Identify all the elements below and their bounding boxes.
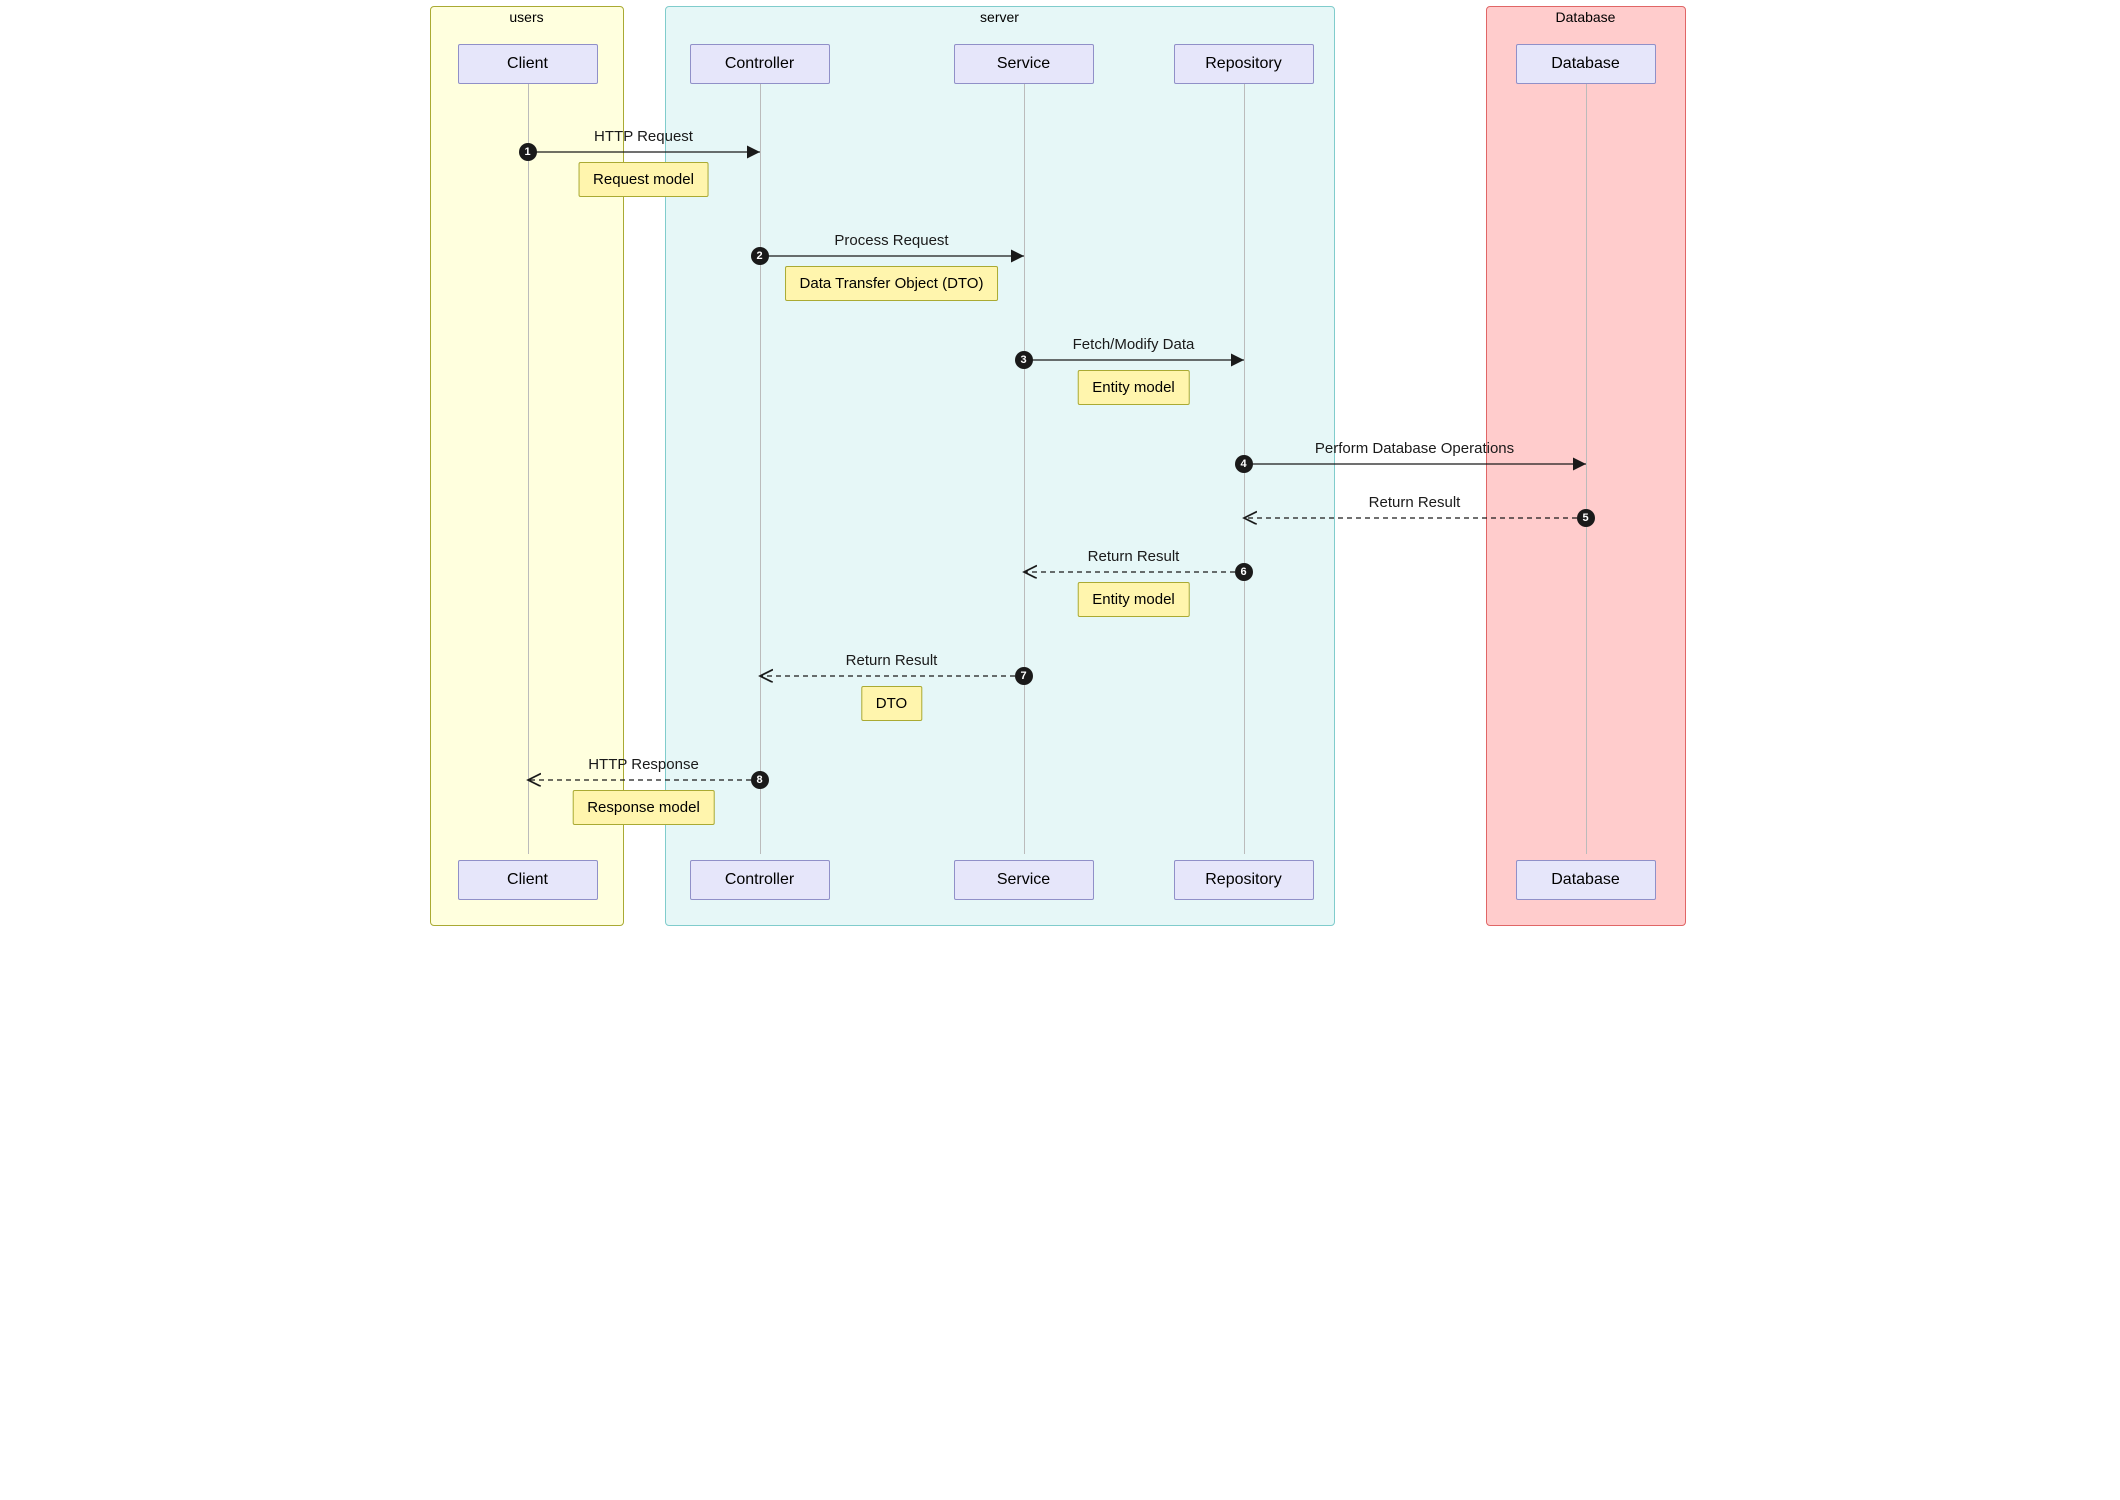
actor-service-top: Service	[954, 44, 1094, 84]
message-label-3: Fetch/Modify Data	[1073, 336, 1195, 353]
actor-controller-top: Controller	[690, 44, 830, 84]
lifeline-service	[1024, 84, 1025, 854]
seq-number-5: 5	[1577, 509, 1595, 527]
swimlane-title: server	[666, 7, 1334, 29]
actor-client-top: Client	[458, 44, 598, 84]
message-note-8: Response model	[572, 790, 715, 825]
swimlane-title: Database	[1487, 7, 1685, 29]
sequence-diagram: users server Database Client Client Controlle…	[398, 0, 1723, 938]
message-label-2: Process Request	[834, 232, 948, 249]
message-note-2: Data Transfer Object (DTO)	[785, 266, 999, 301]
seq-number-2: 2	[751, 247, 769, 265]
actor-database_a-top: Database	[1516, 44, 1656, 84]
message-label-6: Return Result	[1088, 548, 1180, 565]
message-label-8: HTTP Response	[588, 756, 699, 773]
message-note-1: Request model	[578, 162, 709, 197]
seq-number-6: 6	[1235, 563, 1253, 581]
actor-database_a-bottom: Database	[1516, 860, 1656, 900]
message-label-1: HTTP Request	[594, 128, 693, 145]
message-label-4: Perform Database Operations	[1315, 440, 1514, 457]
seq-number-4: 4	[1235, 455, 1253, 473]
seq-number-1: 1	[519, 143, 537, 161]
message-label-7: Return Result	[846, 652, 938, 669]
message-note-7: DTO	[861, 686, 922, 721]
seq-number-3: 3	[1015, 351, 1033, 369]
lifeline-database_a	[1586, 84, 1587, 854]
lifeline-client	[528, 84, 529, 854]
lifeline-controller	[760, 84, 761, 854]
seq-number-8: 8	[751, 771, 769, 789]
swimlane-title: users	[431, 7, 623, 29]
actor-controller-bottom: Controller	[690, 860, 830, 900]
actor-service-bottom: Service	[954, 860, 1094, 900]
actor-repository-bottom: Repository	[1174, 860, 1314, 900]
message-note-3: Entity model	[1077, 370, 1190, 405]
actor-repository-top: Repository	[1174, 44, 1314, 84]
seq-number-7: 7	[1015, 667, 1033, 685]
actor-client-bottom: Client	[458, 860, 598, 900]
message-note-6: Entity model	[1077, 582, 1190, 617]
message-label-5: Return Result	[1369, 494, 1461, 511]
